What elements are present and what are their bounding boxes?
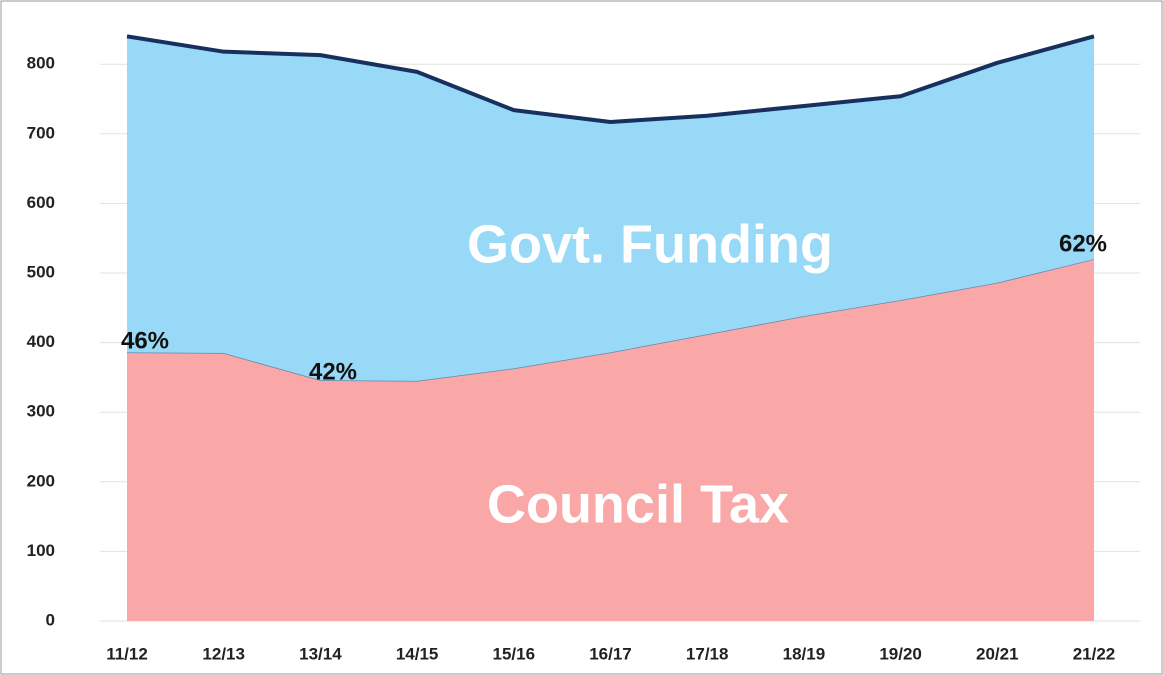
x-tick-label: 21/22: [1073, 644, 1116, 663]
area-line: [126, 34, 1095, 124]
series-label: Govt. Funding: [467, 214, 833, 274]
series-label: Council Tax: [487, 474, 789, 534]
x-tick-label: 12/13: [202, 644, 245, 663]
y-tick-label: 500: [27, 262, 55, 281]
annotation: 62%: [1059, 230, 1107, 257]
y-tick-label: 0: [46, 610, 55, 629]
x-tick-label: 11/12: [106, 644, 148, 663]
x-tick-label: 16/17: [589, 644, 632, 663]
y-tick-label: 100: [27, 541, 55, 560]
annotation: 46%: [121, 327, 169, 354]
annotation: 42%: [309, 358, 357, 385]
y-tick-label: 800: [27, 54, 55, 73]
y-tick-label: 300: [27, 402, 55, 421]
x-tick-label: 18/19: [783, 644, 826, 663]
x-tick-label: 14/15: [396, 644, 439, 663]
y-tick-label: 600: [27, 193, 55, 212]
y-tick-label: 700: [27, 123, 55, 142]
y-tick-label: 400: [27, 332, 55, 351]
x-tick-label: 20/21: [976, 644, 1019, 663]
area: [127, 36, 1094, 381]
y-tick-label: 200: [27, 471, 55, 490]
x-tick-label: 13/14: [299, 644, 342, 663]
x-tick-label: 15/16: [493, 644, 536, 663]
area: [127, 259, 1094, 621]
x-tick-label: 19/20: [879, 644, 922, 663]
x-tick-label: 17/18: [686, 644, 729, 663]
